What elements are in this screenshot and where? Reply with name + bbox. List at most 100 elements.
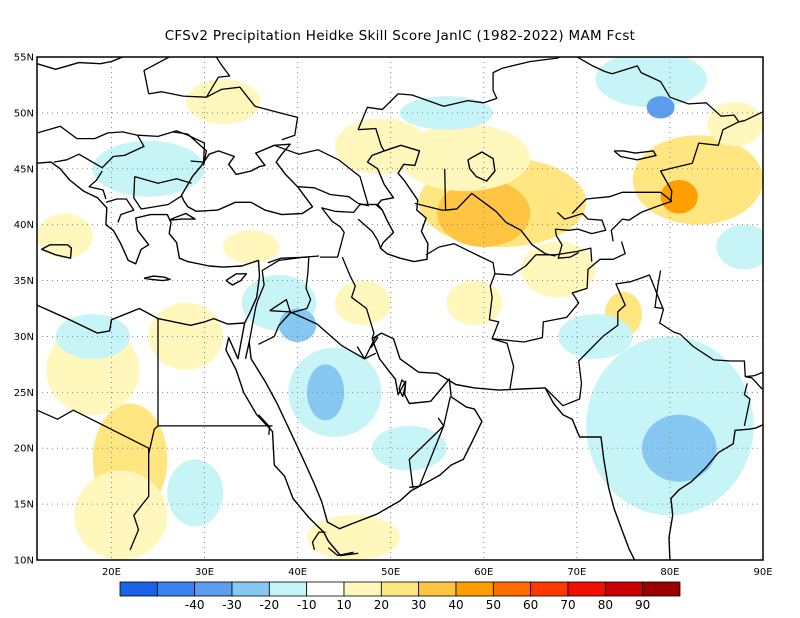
lon-tick-label: 20E xyxy=(102,567,121,578)
skill-patch xyxy=(716,224,763,270)
country-border xyxy=(105,198,135,223)
lat-tick-label: 25N xyxy=(14,388,34,399)
colorbar-swatch xyxy=(642,581,681,597)
country-border xyxy=(37,409,150,454)
country-border xyxy=(53,134,145,169)
skill-patch xyxy=(185,79,261,125)
colorbar-label: 70 xyxy=(560,598,575,612)
country-border xyxy=(297,186,359,204)
country-border xyxy=(148,86,299,141)
country-border xyxy=(205,57,231,98)
lon-tick-label: 30E xyxy=(195,567,214,578)
coastline xyxy=(668,424,763,560)
lat-tick-label: 45N xyxy=(14,164,34,175)
country-border xyxy=(370,335,379,348)
colorbar-swatch xyxy=(306,581,345,597)
country-border xyxy=(425,243,515,391)
colorbar-label: -20 xyxy=(260,598,280,612)
colorbar-label: 20 xyxy=(374,598,389,612)
country-border xyxy=(133,176,183,210)
lat-tick-label: 50N xyxy=(14,108,34,119)
colorbar-label: -30 xyxy=(222,598,242,612)
country-border xyxy=(408,417,445,489)
country-border xyxy=(269,298,291,313)
skill-patch xyxy=(400,124,531,192)
country-border xyxy=(444,168,455,211)
country-border xyxy=(327,547,354,557)
lon-tick-label: 80E xyxy=(660,567,679,578)
colorbar-swatch xyxy=(418,581,457,597)
skill-patch xyxy=(558,314,633,359)
lat-tick-label: 20N xyxy=(14,444,34,455)
colorbar-swatch xyxy=(268,581,308,597)
colorbar-swatch xyxy=(492,581,532,597)
colorbar-label: -10 xyxy=(297,598,317,612)
colorbar-swatch xyxy=(530,581,569,597)
skill-patch xyxy=(437,179,531,248)
country-border xyxy=(320,203,378,258)
coastline xyxy=(244,338,483,530)
colorbar-swatch xyxy=(231,581,270,597)
lon-tick-label: 50E xyxy=(381,567,400,578)
lat-tick-label: 40N xyxy=(14,220,34,231)
skill-patch xyxy=(37,213,93,259)
colorbar: -40 -30 -20 -10 10 20 30 40 50 60 70 80 90 xyxy=(119,581,681,612)
colorbar-label: 10 xyxy=(336,598,351,612)
coastline xyxy=(180,143,314,216)
country-border xyxy=(745,376,763,390)
lat-tick-label: 35N xyxy=(14,276,34,287)
country-border xyxy=(743,383,751,427)
country-border xyxy=(357,57,740,130)
lat-tick-label: 15N xyxy=(14,500,34,511)
map-frame xyxy=(36,56,764,561)
skill-patch xyxy=(334,280,391,326)
country-border xyxy=(358,127,385,152)
colorbar-swatch xyxy=(119,581,158,597)
colorbar-swatch xyxy=(194,581,233,597)
colorbar-swatch xyxy=(567,581,606,597)
skill-patch xyxy=(167,459,224,527)
country-border xyxy=(258,257,312,345)
coastline xyxy=(366,144,429,263)
skill-patch xyxy=(279,308,317,343)
skill-patch xyxy=(642,414,717,482)
coastline xyxy=(37,161,261,324)
coastline xyxy=(225,273,248,286)
coastline xyxy=(613,150,657,161)
colorbar-label: 30 xyxy=(411,598,426,612)
lat-tick-label: 10N xyxy=(14,556,34,567)
lon-tick-label: 90E xyxy=(753,567,772,578)
coastline xyxy=(467,151,496,182)
country-border xyxy=(134,175,192,184)
coastline xyxy=(37,57,123,70)
skill-patch xyxy=(400,96,494,130)
colorbar-label: 80 xyxy=(598,598,613,612)
country-border xyxy=(492,241,626,343)
country-border xyxy=(143,57,170,95)
skill-patch xyxy=(92,140,205,197)
country-border xyxy=(172,131,208,166)
coastline xyxy=(41,244,73,259)
country-border xyxy=(311,531,326,551)
country-border xyxy=(129,318,159,551)
country-border xyxy=(409,396,451,488)
country-border xyxy=(554,229,580,259)
coastline xyxy=(371,332,636,560)
skill-patch xyxy=(632,135,763,225)
country-border xyxy=(88,170,107,200)
country-border xyxy=(544,274,763,407)
country-border xyxy=(555,211,607,235)
country-border xyxy=(274,144,370,207)
country-border xyxy=(571,191,673,214)
coastlines-layer xyxy=(37,57,763,560)
lat-tick-label: 30N xyxy=(14,332,34,343)
colorbar-swatch xyxy=(604,581,644,597)
country-border xyxy=(654,270,664,310)
lon-tick-label: 60E xyxy=(474,567,493,578)
country-border xyxy=(659,111,763,202)
colorbar-label: 90 xyxy=(635,598,650,612)
country-border xyxy=(268,425,271,435)
coastline xyxy=(143,275,171,282)
lon-tick-label: 70E xyxy=(567,567,586,578)
